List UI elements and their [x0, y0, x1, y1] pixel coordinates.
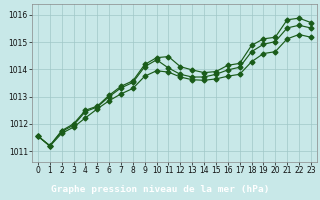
Text: Graphe pression niveau de la mer (hPa): Graphe pression niveau de la mer (hPa) [51, 185, 269, 194]
